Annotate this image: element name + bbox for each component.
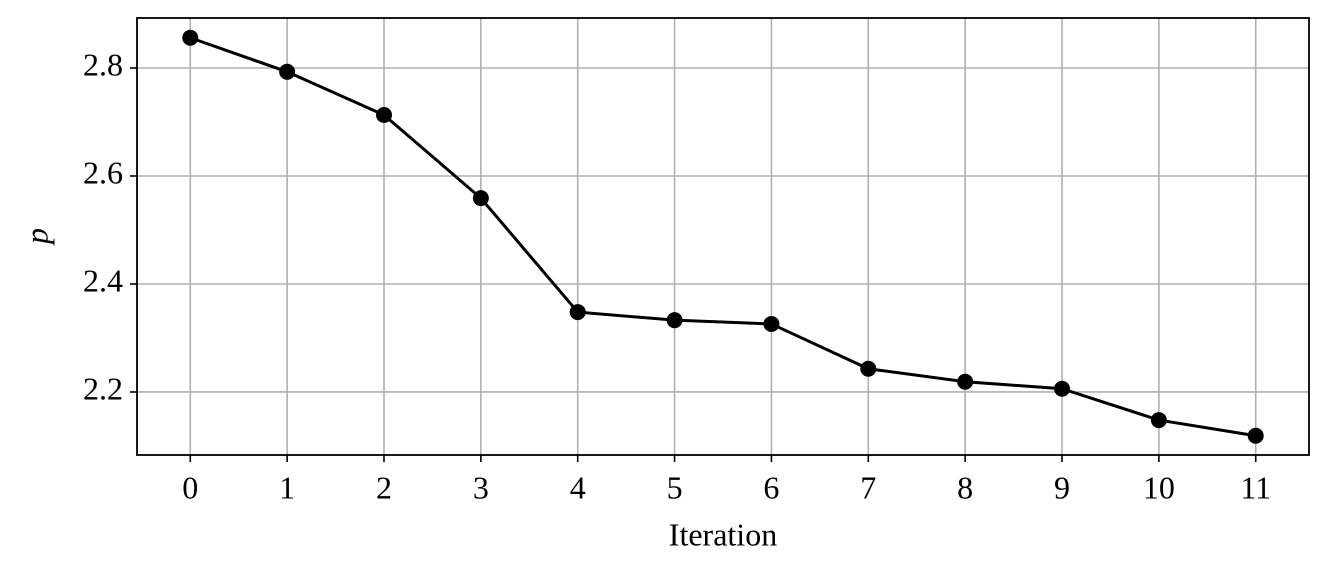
x-tick-label: 0 — [182, 469, 198, 505]
x-tick-label: 3 — [473, 469, 489, 505]
point — [279, 63, 296, 80]
y-axis-label: p — [18, 228, 54, 246]
point — [763, 315, 780, 332]
point — [860, 360, 877, 377]
point — [569, 304, 586, 321]
x-tick-label: 6 — [763, 469, 779, 505]
point — [1054, 380, 1071, 397]
x-tick-label: 7 — [860, 469, 876, 505]
x-tick-label: 11 — [1240, 469, 1271, 505]
point — [1150, 412, 1167, 429]
y-tick-label: 2.4 — [83, 262, 123, 298]
x-tick-label: 1 — [279, 469, 295, 505]
point — [1247, 427, 1264, 444]
line — [189, 36, 1256, 438]
x-tick-label: 8 — [957, 469, 973, 505]
point — [472, 190, 489, 207]
point — [182, 29, 199, 46]
y-tick-label: 2.8 — [83, 46, 123, 82]
point — [666, 312, 683, 329]
x-tick-label: 5 — [667, 469, 683, 505]
point — [957, 373, 974, 390]
x-tick-label: 4 — [570, 469, 586, 505]
x-tick-label: 2 — [376, 469, 392, 505]
x-tick-label: 10 — [1143, 469, 1175, 505]
plot-frame — [136, 17, 1310, 456]
x-tick-label: 9 — [1054, 469, 1070, 505]
point — [375, 106, 392, 123]
x-axis-label: Iteration — [669, 516, 777, 552]
y-tick-label: 2.6 — [83, 154, 123, 190]
y-tick-label: 2.2 — [83, 370, 123, 406]
